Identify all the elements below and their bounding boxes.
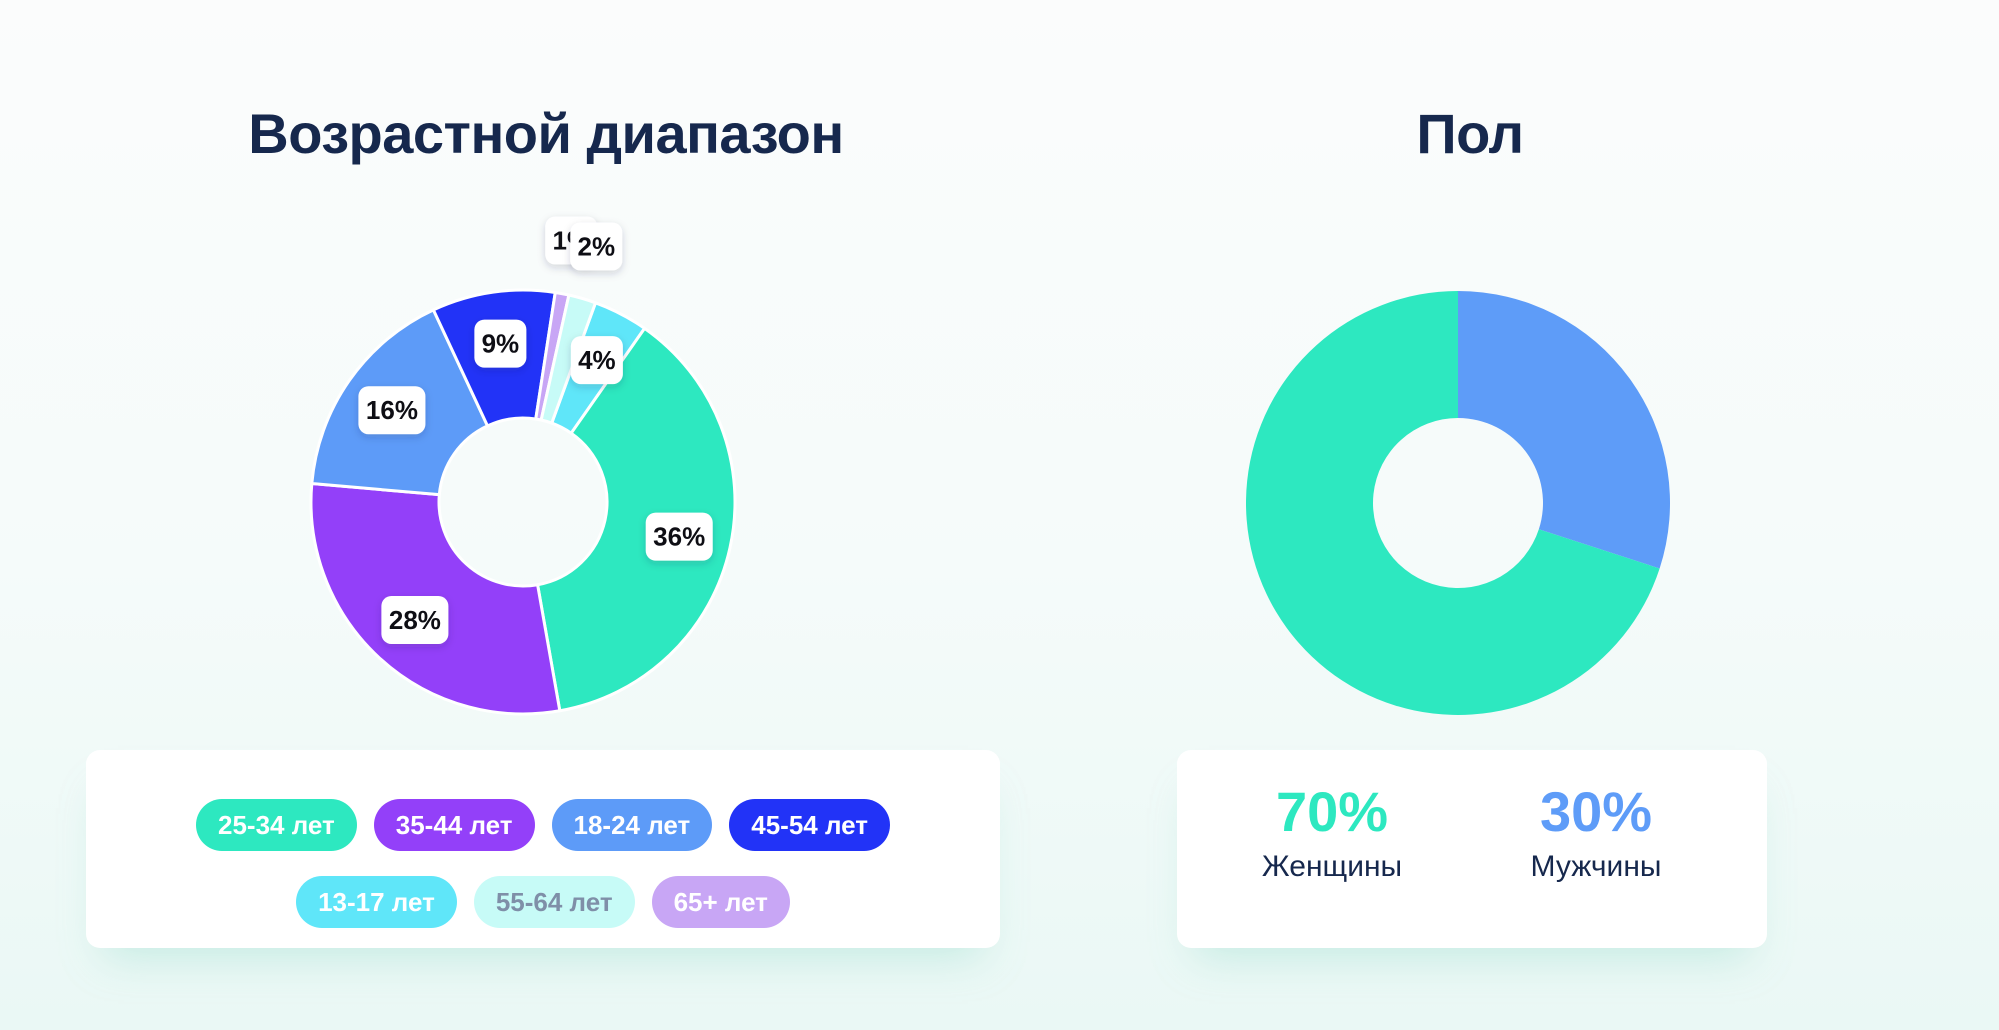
gender-stats-card: 70% Женщины 30% Мужчины: [1177, 750, 1767, 948]
age-donut-chart: 4%36%28%16%9%1%2%: [309, 216, 737, 716]
age-slice-55-64-лет: [539, 293, 598, 425]
age-data-label: 16%: [358, 386, 426, 435]
age-data-label-text: 16%: [366, 395, 418, 425]
age-data-label: 28%: [381, 595, 449, 644]
gender-stat-label: Мужчины: [1530, 850, 1662, 884]
gender-stat-label: Женщины: [1261, 850, 1403, 884]
age-data-label: 36%: [645, 512, 713, 561]
gender-stat-мужчины: 30% Мужчины: [1476, 780, 1716, 884]
age-data-label-box: [645, 512, 713, 561]
legend-pill-25-34-лет: 25-34 лет: [196, 799, 357, 851]
gender-slice-мужчины: [1458, 291, 1670, 569]
age-data-label-box: [570, 336, 623, 385]
gender-slice-женщины: [1246, 291, 1660, 715]
legend-pill-45-54-лет: 45-54 лет: [729, 799, 890, 851]
age-data-label-text: 9%: [482, 329, 520, 359]
gender-chart-title: Пол: [1416, 102, 1524, 165]
age-data-label: 4%: [570, 336, 623, 385]
legend-row: 13-17 лет 55-64 лет 65+ лет: [86, 876, 1000, 928]
legend-pill-35-44-лет: 35-44 лет: [373, 799, 535, 851]
legend-pill-18-24-лет: 18-24 лет: [551, 799, 713, 851]
age-data-label-text: 4%: [578, 345, 616, 375]
legend-row: 25-34 лет 35-44 лет 18-24 лет 45-54 лет: [86, 799, 1000, 851]
legend-pill-65plus-лет: 65+ лет: [651, 876, 790, 928]
age-data-label-text: 2%: [578, 231, 616, 261]
age-chart-title: Возрастной диапазон: [248, 102, 844, 165]
gender-stat-женщины: 70% Женщины: [1212, 780, 1452, 884]
age-data-label: 2%: [570, 222, 623, 271]
age-data-label-text: 28%: [389, 605, 441, 635]
age-data-label-box: [358, 386, 426, 435]
age-data-label-text: 36%: [653, 522, 705, 552]
gender-donut-chart: [1246, 291, 1670, 715]
legend-pill-55-64-лет: 55-64 лет: [473, 876, 635, 928]
age-data-label-box: [474, 319, 527, 368]
gender-stat-percent: 30%: [1539, 780, 1653, 843]
age-data-label: 9%: [474, 319, 527, 368]
gender-stat-percent: 70%: [1275, 780, 1389, 843]
age-legend-card: 25-34 лет 35-44 лет 18-24 лет 45-54 лет 13-…: [86, 750, 1000, 948]
age-data-label-box: [381, 595, 449, 644]
legend-pill-13-17-лет: 13-17 лет: [296, 876, 457, 928]
age-data-label-box: [570, 222, 623, 271]
age-slice-25-34-лет: [536, 326, 737, 713]
